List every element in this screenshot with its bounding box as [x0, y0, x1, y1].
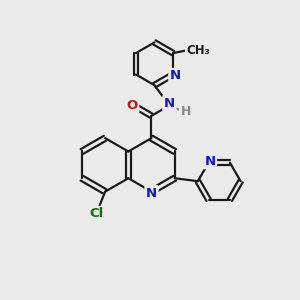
Text: H: H	[181, 105, 191, 118]
Text: N: N	[170, 70, 181, 83]
Text: N: N	[164, 97, 175, 110]
Text: N: N	[205, 155, 216, 168]
Text: N: N	[146, 187, 157, 200]
Text: CH₃: CH₃	[186, 44, 210, 57]
Text: Cl: Cl	[89, 207, 103, 220]
Text: O: O	[127, 99, 138, 112]
